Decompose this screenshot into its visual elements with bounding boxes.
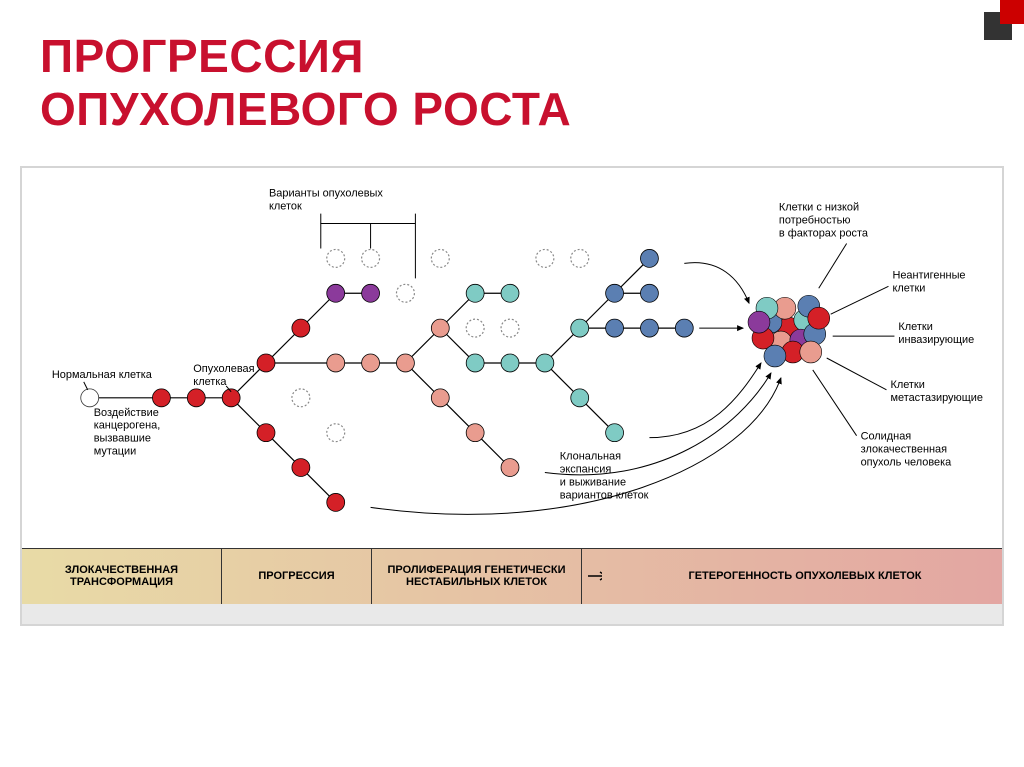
lbl-carc2: канцерогена, [94, 419, 161, 431]
dashed-nodes [292, 249, 589, 441]
lbl-clonal1: Клональная [560, 450, 621, 462]
corner-accent [984, 0, 1024, 40]
lbl-carc3: вызвавшие [94, 432, 151, 444]
figure-container: Нормальная клетка Воздействие канцероген… [20, 166, 1004, 626]
title-line1: ПРОГРЕССИЯ [40, 30, 364, 82]
lbl-tumor2: клетка [193, 376, 227, 388]
stage-4: ГЕТЕРОГЕННОСТЬ ОПУХОЛЕВЫХ КЛЕТОК [608, 549, 1002, 604]
lbl-clonal3: и выживание [560, 476, 626, 488]
lbl-carc4: мутации [94, 445, 137, 457]
stage-arrow [582, 549, 608, 604]
lbl-sol3: опухоль человека [861, 456, 953, 468]
lbl-lowgf1: Клетки с низкой [779, 201, 859, 213]
lbl-variants2: клеток [269, 200, 302, 212]
diagram-svg: Нормальная клетка Воздействие канцероген… [22, 168, 1002, 548]
stage-2: ПРОГРЕССИЯ [222, 549, 372, 604]
lbl-met2: метастазирующие [890, 392, 982, 404]
lbl-normal-cell: Нормальная клетка [52, 369, 153, 381]
lbl-clonal4: вариантов клеток [560, 489, 649, 501]
slide-title: ПРОГРЕССИЯ ОПУХОЛЕВОГО РОСТА [0, 0, 1024, 156]
lbl-inv2: инвазирующие [898, 334, 974, 346]
lbl-sol1: Солидная [861, 430, 912, 442]
stage-1: ЗЛОКАЧЕСТВЕННАЯ ТРАНСФОРМАЦИЯ [22, 549, 222, 604]
lbl-lowgf2: потребностью [779, 214, 851, 226]
tumor-cluster [748, 295, 830, 367]
title-line2: ОПУХОЛЕВОГО РОСТА [40, 83, 571, 135]
lbl-carc1: Воздействие [94, 407, 159, 419]
stages-bar: ЗЛОКАЧЕСТВЕННАЯ ТРАНСФОРМАЦИЯ ПРОГРЕССИЯ… [22, 548, 1002, 604]
lbl-met1: Клетки [890, 379, 924, 391]
stage-3: ПРОЛИФЕРАЦИЯ ГЕНЕТИЧЕСКИ НЕСТАБИЛЬНЫХ КЛ… [372, 549, 582, 604]
lbl-na2: клетки [892, 282, 925, 294]
lbl-sol2: злокачественная [861, 443, 948, 455]
variants-bracket [321, 213, 416, 223]
lbl-clonal2: экспансия [560, 463, 612, 475]
lbl-tumor1: Опухолевая [193, 363, 254, 375]
variants-leaders [321, 223, 416, 278]
lbl-variants1: Варианты опухолевых [269, 187, 383, 199]
lbl-lowgf3: в факторах роста [779, 227, 869, 239]
lbl-na1: Неантигенные [892, 269, 965, 281]
lbl-inv1: Клетки [898, 321, 932, 333]
